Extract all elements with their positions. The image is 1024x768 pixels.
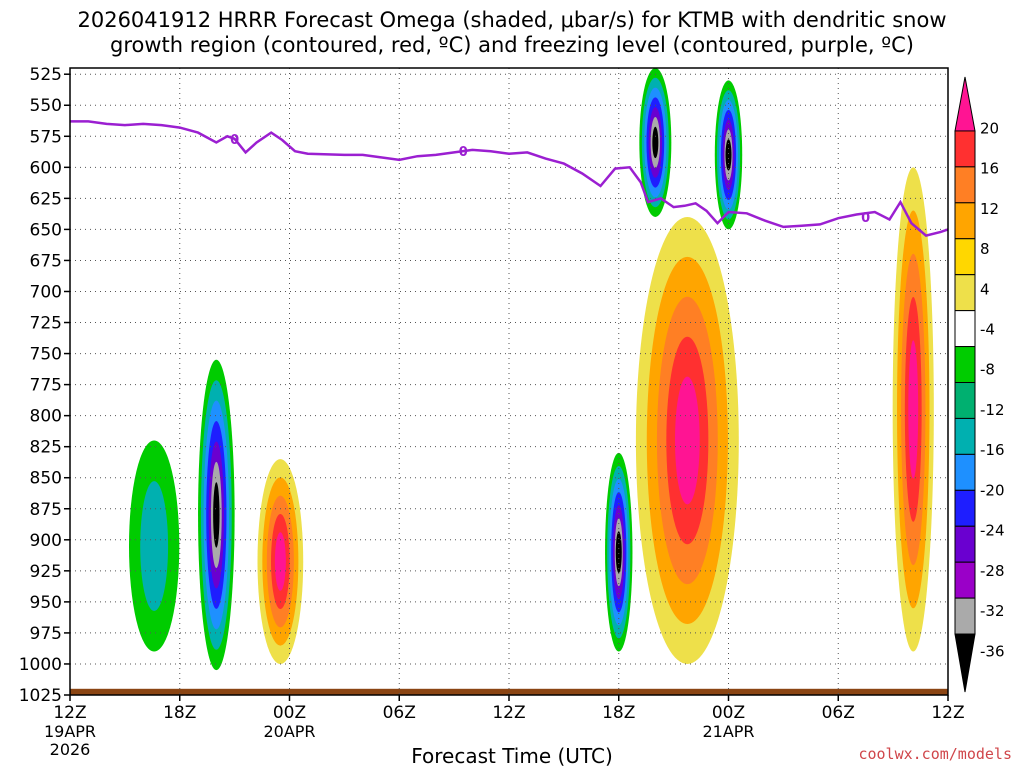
colorbar-label-4: 4: [980, 280, 990, 298]
omega-feature-5-ring-4: [274, 532, 286, 591]
y-tick-label-625: 625: [30, 189, 62, 209]
colorbar-seg-4: [954, 238, 976, 276]
freezing-level-label-0: 0: [230, 133, 239, 148]
freezing-level-line: [70, 120, 949, 237]
omega-feature-1-ring-1: [140, 481, 169, 611]
y-tick-label-650: 650: [30, 220, 62, 240]
omega-shading-layer: [70, 68, 948, 695]
colorbar-seg-10: [954, 453, 976, 491]
omega-feature-3-ring-6: [652, 126, 659, 159]
axes-layer: 525 550 575 600 625 650 675 700 725 750 775 800 825 8…: [19, 65, 965, 759]
colorbar-seg-8: [954, 382, 976, 419]
colorbar-label--36: -36: [980, 642, 1005, 660]
y-tick-label-825: 825: [30, 438, 62, 458]
colorbar-seg-5: [954, 274, 976, 312]
x-axis-label: Forecast Time (UTC): [411, 744, 613, 768]
y-tick-label-975: 975: [30, 624, 62, 644]
x-tick-year-0: 2026: [50, 740, 91, 759]
x-tick-label-18: 06Z: [383, 703, 416, 723]
y-tick-label-550: 550: [30, 96, 62, 116]
y-tick-label-850: 850: [30, 469, 62, 489]
freezing-level-label-1: 0: [459, 145, 468, 160]
y-tick-label-675: 675: [30, 251, 62, 271]
credit-text: coolwx.com/models: [858, 745, 1012, 763]
x-tick-date-0: 19APR: [44, 722, 96, 741]
colorbar-seg-1: [954, 130, 976, 168]
y-tick-label-800: 800: [30, 407, 62, 427]
x-tick-date-12: 20APR: [263, 722, 315, 741]
colorbar-label--16: -16: [980, 441, 1005, 459]
omega-feature-7-ring-4: [908, 340, 919, 479]
x-tick-label-0: 12Z: [53, 703, 86, 723]
y-tick-label-725: 725: [30, 314, 62, 334]
y-tick-label-1000: 1000: [19, 655, 62, 675]
freezing-level-label-2: 0: [861, 211, 870, 226]
colorbar-label--24: -24: [980, 522, 1005, 540]
colorbar-seg-13: [954, 561, 976, 599]
y-tick-label-600: 600: [30, 158, 62, 178]
y-tick-label-875: 875: [30, 500, 62, 520]
colorbar-label--12: -12: [980, 401, 1005, 419]
terrain-band: [70, 688, 948, 695]
y-tick-label-700: 700: [30, 282, 62, 302]
y-tick-label-575: 575: [30, 127, 62, 147]
omega-feature-6-ring-4: [674, 376, 700, 505]
colorbar-label--4: -4: [980, 320, 995, 338]
y-tick-label-950: 950: [30, 593, 62, 613]
x-tick-date-36: 21APR: [702, 722, 754, 741]
x-tick-label-42: 06Z: [822, 703, 855, 723]
x-tick-label-12: 00Z: [273, 703, 306, 723]
colorbar-label--8: -8: [980, 361, 995, 379]
colorbar-label--20: -20: [980, 481, 1005, 499]
colorbar-label-8: 8: [980, 240, 990, 258]
omega-feature-4-ring-6: [725, 139, 732, 171]
colorbar-seg-3: [954, 202, 976, 240]
colorbar-label-20: 20: [980, 119, 999, 137]
colorbar-seg-12: [954, 525, 976, 563]
colorbar-seg-14: [954, 597, 976, 635]
y-tick-label-750: 750: [30, 345, 62, 365]
omega-feature-0-ring-6: [213, 482, 220, 548]
y-tick-label-925: 925: [30, 562, 62, 582]
chart-title: 2026041912 HRRR Forecast Omega (shaded, …: [77, 8, 947, 57]
colorbar-label--28: -28: [980, 562, 1005, 580]
colorbar-seg-11: [954, 489, 976, 527]
colorbar-seg-7: [954, 346, 976, 383]
freezing-level-layer: 0 0 0: [70, 120, 949, 237]
y-tick-label-1025: 1025: [19, 686, 62, 706]
colorbar-label-12: 12: [980, 200, 999, 218]
colorbar-seg-15: [954, 633, 976, 693]
y-tick-label-775: 775: [30, 376, 62, 396]
x-tick-label-30: 18Z: [602, 703, 635, 723]
y-tick-label-900: 900: [30, 531, 62, 551]
x-tick-label-24: 12Z: [492, 703, 525, 723]
colorbar-label--32: -32: [980, 602, 1005, 620]
x-tick-label-36: 00Z: [712, 703, 745, 723]
colorbar-seg-2: [954, 166, 976, 204]
colorbar-seg-6: [954, 310, 976, 348]
colorbar-label-16: 16: [980, 160, 999, 178]
omega-feature-2-ring-6: [615, 531, 622, 574]
colorbar-seg-0: [954, 76, 976, 132]
x-tick-label-6: 18Z: [163, 703, 196, 723]
y-tick-label-525: 525: [30, 65, 62, 85]
colorbar: 20 16 12 8 4 -4 -8 -12 -16 -20 -24 -28 -32 -36: [954, 76, 1005, 693]
colorbar-seg-9: [954, 417, 976, 455]
x-tick-label-48: 12Z: [931, 703, 964, 723]
